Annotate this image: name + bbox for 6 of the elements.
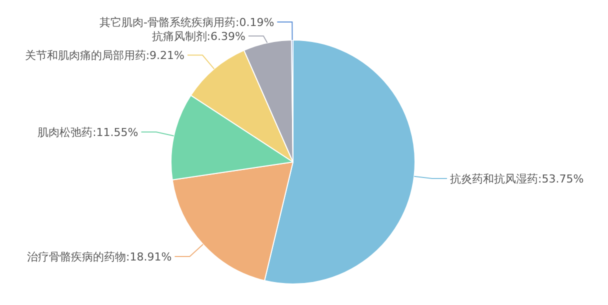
slice-label: 抗痛风制剂:6.39% [152, 30, 246, 43]
slice-label: 肌肉松弛药:11.55% [38, 126, 138, 140]
slice-label: 抗炎药和抗风湿药:53.75% [450, 172, 584, 186]
slice-label: 其它肌肉-骨骼系统疾病用药:0.19% [100, 16, 274, 29]
slice-label: 关节和肌肉痛的局部用药:9.21% [24, 49, 185, 62]
slice-label: 治疗骨骼疾病的药物:18.91% [27, 250, 172, 264]
